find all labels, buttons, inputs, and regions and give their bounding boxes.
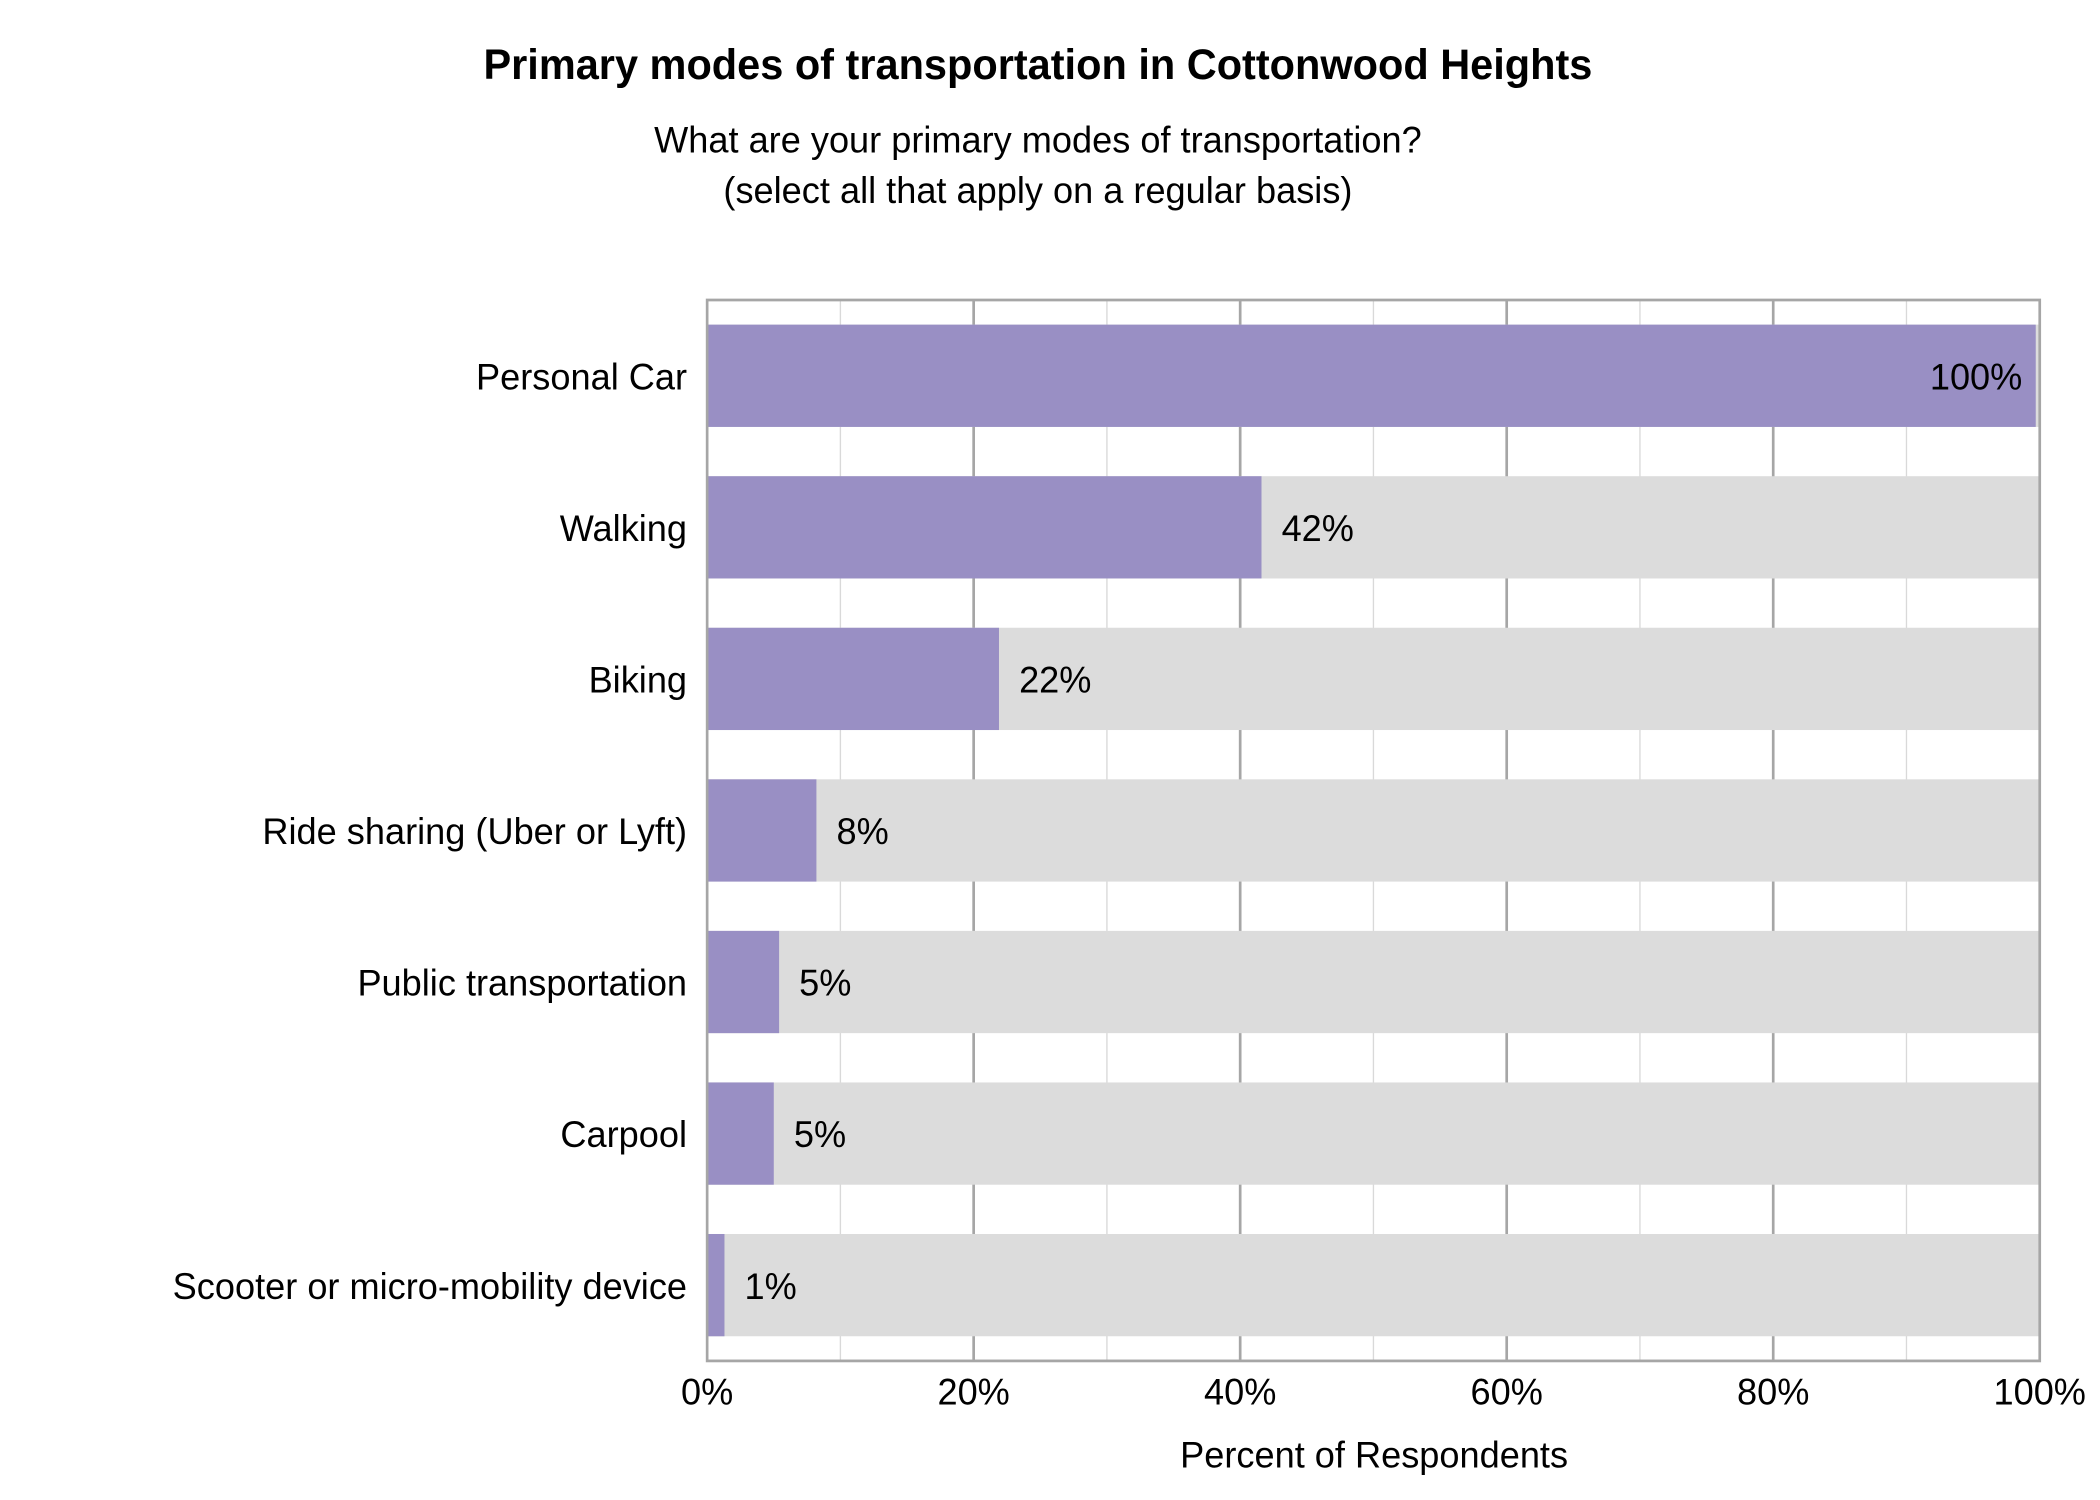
category-label: Walking <box>560 508 687 549</box>
category-label: Personal Car <box>476 356 687 397</box>
data-label: 1% <box>745 1265 797 1306</box>
x-tick-label: 40% <box>1204 1371 1276 1412</box>
data-label: 8% <box>837 811 889 852</box>
category-label: Public transportation <box>357 962 687 1003</box>
bar <box>707 324 2036 427</box>
data-label: 5% <box>794 1114 846 1155</box>
background-bar <box>707 1233 2040 1337</box>
chart-subtitle-line1: What are your primary modes of transport… <box>654 119 1422 160</box>
data-label: 5% <box>799 962 851 1003</box>
bar <box>707 1233 725 1337</box>
category-label: Biking <box>589 659 687 700</box>
category-label: Ride sharing (Uber or Lyft) <box>262 811 687 852</box>
data-label: 42% <box>1282 508 1354 549</box>
chart-subtitle-line2: (select all that apply on a regular basi… <box>723 170 1352 211</box>
x-tick-label: 60% <box>1471 1371 1543 1412</box>
background-bar <box>707 1082 2040 1185</box>
data-label: 22% <box>1019 659 1091 700</box>
background-bar <box>707 779 2040 882</box>
x-tick-label: 20% <box>937 1371 1009 1412</box>
x-axis-ticks: 0% 20% 40% 60% 80% 100% <box>681 1371 2086 1412</box>
x-tick-label: 0% <box>681 1371 733 1412</box>
bar <box>707 779 817 882</box>
x-tick-label: 100% <box>1993 1371 2085 1412</box>
category-label: Carpool <box>560 1114 687 1155</box>
bar <box>707 627 999 731</box>
x-tick-label: 80% <box>1737 1371 1809 1412</box>
x-axis-label: Percent of Respondents <box>1180 1434 1568 1475</box>
bars: Personal Car 100% Walking 42% Biking 22% Ride … <box>173 324 2040 1337</box>
bar <box>707 930 780 1034</box>
chart-title: Primary modes of transportation in Cotto… <box>483 41 1592 88</box>
background-bar <box>707 930 2040 1034</box>
plot-frame <box>705 298 2042 1363</box>
bar <box>707 476 1262 579</box>
bar <box>707 1082 774 1185</box>
data-label: 100% <box>1930 356 2022 397</box>
category-label: Scooter or micro-mobility device <box>173 1265 687 1306</box>
